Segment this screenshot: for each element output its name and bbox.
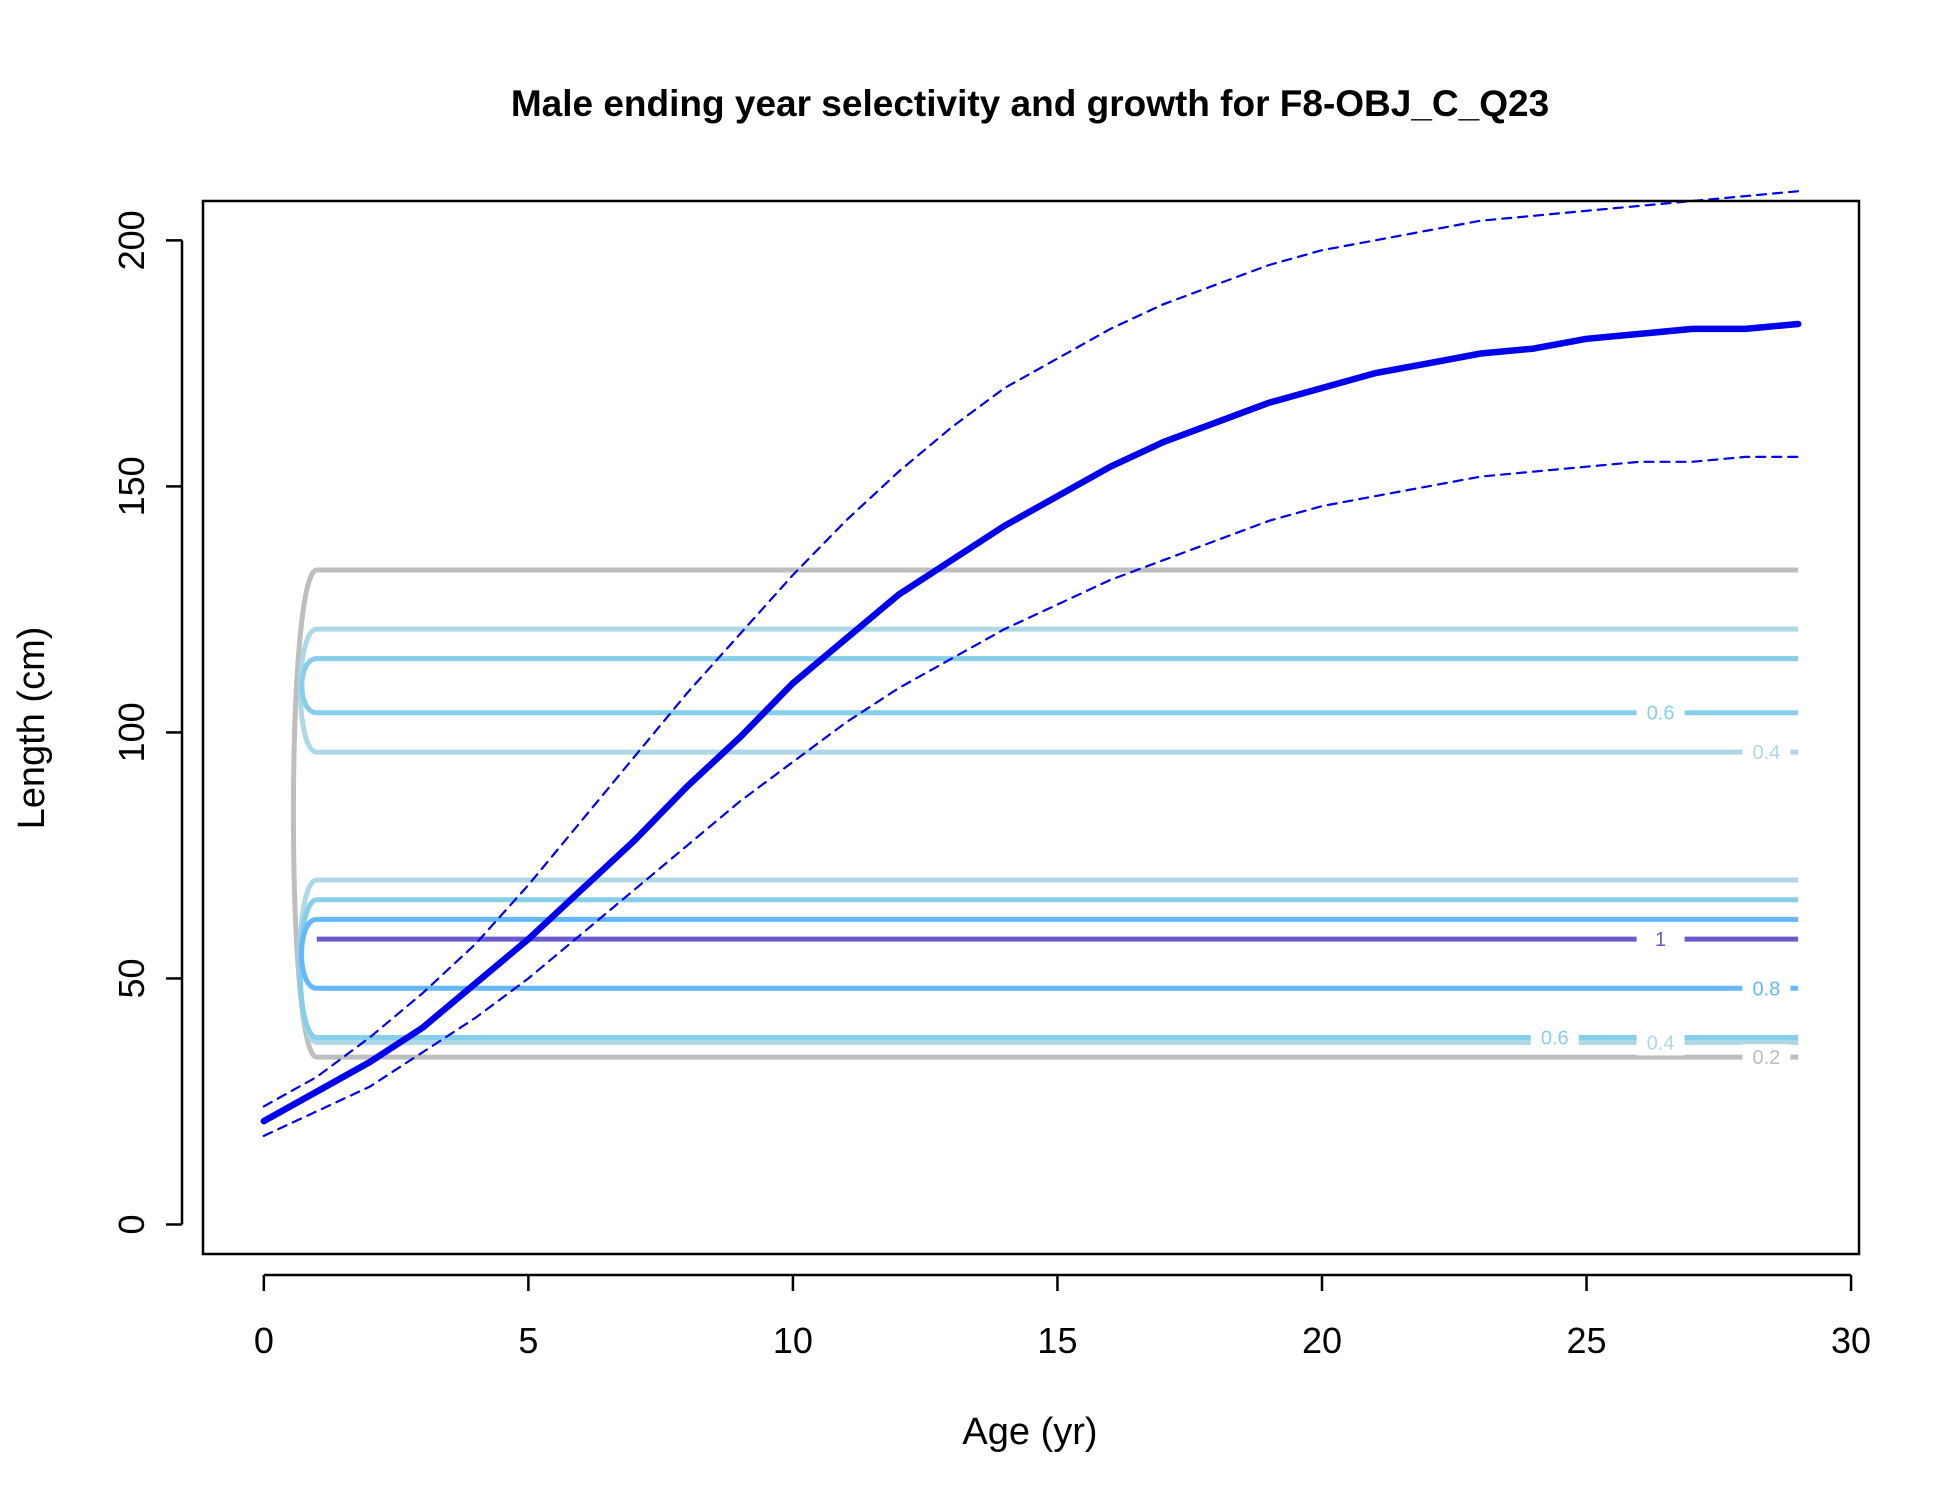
contour-0-8-5 [299, 916, 1799, 991]
selectivity-contours [290, 567, 1799, 1060]
chart-title: Male ending year selectivity and growth … [511, 83, 1549, 124]
x-tick-label: 0 [254, 1320, 274, 1361]
y-tick-label: 0 [111, 1214, 152, 1234]
x-axis: 0 5 10 15 20 25 30 [254, 1273, 1871, 1361]
contour-0-4-2 [298, 626, 1799, 755]
contour-0-6-3-label-bg [1530, 1024, 1579, 1051]
x-tick-label: 30 [1831, 1320, 1871, 1361]
x-axis-label: Age (yr) [962, 1411, 1097, 1453]
x-tick-label: 10 [773, 1320, 813, 1361]
contour-0-6-4-label: 0.6 [1647, 703, 1675, 725]
contour-0-2-0-label-bg [1742, 1044, 1791, 1071]
contour-0-4-1 [297, 877, 1799, 1045]
y-axis: 0 50 100 150 200 [111, 210, 184, 1234]
contour-0-6-4-label-bg [1636, 699, 1685, 726]
contour-labels: 0.2 0.4 0.4 0.6 0.6 0.8 1 [1530, 699, 1791, 1071]
growth-lower-line [262, 455, 1800, 1138]
x-tick-label: 25 [1567, 1320, 1607, 1361]
contour-0-8-5-label-bg [1742, 975, 1791, 1002]
contour-1-6-label-bg [1636, 926, 1685, 953]
contour-0-4-2-label-bg [1742, 739, 1791, 766]
y-tick-label: 100 [111, 702, 152, 762]
contour-0-8-5-label: 0.8 [1753, 978, 1781, 1000]
growth-mean-line [260, 320, 1802, 1125]
x-tick-label: 15 [1037, 1320, 1077, 1361]
y-tick-label: 150 [111, 456, 152, 516]
contour-0-4-1-label: 0.4 [1647, 1032, 1675, 1054]
x-tick-label: 20 [1302, 1320, 1342, 1361]
contour-0-4-1-label-bg [1636, 1029, 1685, 1056]
y-tick-label: 200 [111, 210, 152, 270]
x-tick-label: 5 [518, 1320, 538, 1361]
contour-0-6-3-label: 0.6 [1541, 1027, 1569, 1049]
contour-1-6-label: 1 [1655, 929, 1666, 951]
contour-0-2-0 [290, 567, 1799, 1060]
plot-frame [201, 199, 1861, 1256]
y-axis-label: Length (cm) [11, 627, 53, 830]
contour-0-4-2-label: 0.4 [1753, 742, 1781, 764]
contour-0-2-0-label: 0.2 [1753, 1047, 1781, 1069]
y-tick-label: 50 [111, 958, 152, 998]
contour-0-6-3 [297, 897, 1799, 1040]
growth-upper-line [262, 190, 1800, 1108]
contour-0-6-4 [299, 656, 1799, 716]
growth-curves [260, 190, 1802, 1138]
